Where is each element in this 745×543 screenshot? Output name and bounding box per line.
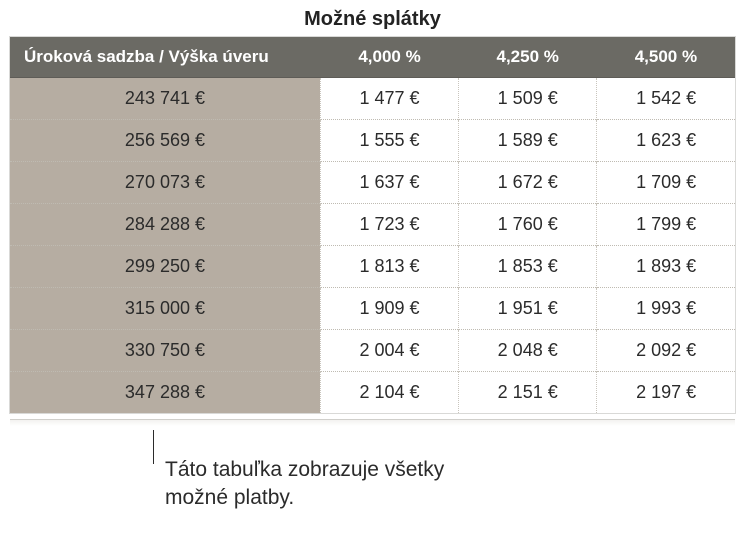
table-row: 243 741 € 1 477 € 1 509 € 1 542 € [10, 78, 735, 120]
row-cell: 1 760 € [459, 204, 597, 246]
row-cell: 1 542 € [597, 78, 735, 120]
header-rate-1: 4,250 % [459, 37, 597, 78]
table-row: 270 073 € 1 637 € 1 672 € 1 709 € [10, 162, 735, 204]
row-cell: 1 813 € [320, 246, 458, 288]
row-cell: 1 799 € [597, 204, 735, 246]
table-body: 243 741 € 1 477 € 1 509 € 1 542 € 256 56… [10, 78, 735, 414]
row-amount: 347 288 € [10, 372, 320, 414]
table-row: 256 569 € 1 555 € 1 589 € 1 623 € [10, 120, 735, 162]
row-amount: 284 288 € [10, 204, 320, 246]
table-row: 347 288 € 2 104 € 2 151 € 2 197 € [10, 372, 735, 414]
header-rate-2: 4,500 % [597, 37, 735, 78]
row-cell: 1 893 € [597, 246, 735, 288]
row-cell: 1 723 € [320, 204, 458, 246]
header-first: Úroková sadzba / Výška úveru [10, 37, 320, 78]
table-title: Možné splátky [10, 8, 735, 31]
row-cell: 1 637 € [320, 162, 458, 204]
table-header-row: Úroková sadzba / Výška úveru 4,000 % 4,2… [10, 37, 735, 78]
row-cell: 2 151 € [459, 372, 597, 414]
row-cell: 2 197 € [597, 372, 735, 414]
row-amount: 256 569 € [10, 120, 320, 162]
table-row: 315 000 € 1 909 € 1 951 € 1 993 € [10, 288, 735, 330]
row-cell: 1 623 € [597, 120, 735, 162]
row-cell: 1 951 € [459, 288, 597, 330]
row-cell: 1 853 € [459, 246, 597, 288]
payments-table: Úroková sadzba / Výška úveru 4,000 % 4,2… [10, 37, 735, 413]
table-row: 299 250 € 1 813 € 1 853 € 1 893 € [10, 246, 735, 288]
table-row: 284 288 € 1 723 € 1 760 € 1 799 € [10, 204, 735, 246]
row-cell: 2 092 € [597, 330, 735, 372]
table-shadow-lip [10, 419, 735, 426]
row-cell: 1 555 € [320, 120, 458, 162]
table-row: 330 750 € 2 004 € 2 048 € 2 092 € [10, 330, 735, 372]
callout-text: Táto tabuľka zobrazuje všetky možné plat… [165, 456, 465, 513]
row-cell: 1 993 € [597, 288, 735, 330]
table-header: Úroková sadzba / Výška úveru 4,000 % 4,2… [10, 37, 735, 78]
row-cell: 1 477 € [320, 78, 458, 120]
row-cell: 2 004 € [320, 330, 458, 372]
payments-table-region: Možné splátky Úroková sadzba / Výška úve… [10, 8, 735, 426]
row-cell: 1 672 € [459, 162, 597, 204]
row-amount: 315 000 € [10, 288, 320, 330]
row-amount: 243 741 € [10, 78, 320, 120]
header-rate-0: 4,000 % [320, 37, 458, 78]
row-cell: 1 909 € [320, 288, 458, 330]
row-cell: 2 104 € [320, 372, 458, 414]
row-amount: 270 073 € [10, 162, 320, 204]
page: Možné splátky Úroková sadzba / Výška úve… [0, 0, 745, 543]
row-amount: 299 250 € [10, 246, 320, 288]
row-cell: 2 048 € [459, 330, 597, 372]
row-cell: 1 509 € [459, 78, 597, 120]
row-cell: 1 709 € [597, 162, 735, 204]
callout-leader-line [153, 430, 154, 464]
row-amount: 330 750 € [10, 330, 320, 372]
row-cell: 1 589 € [459, 120, 597, 162]
